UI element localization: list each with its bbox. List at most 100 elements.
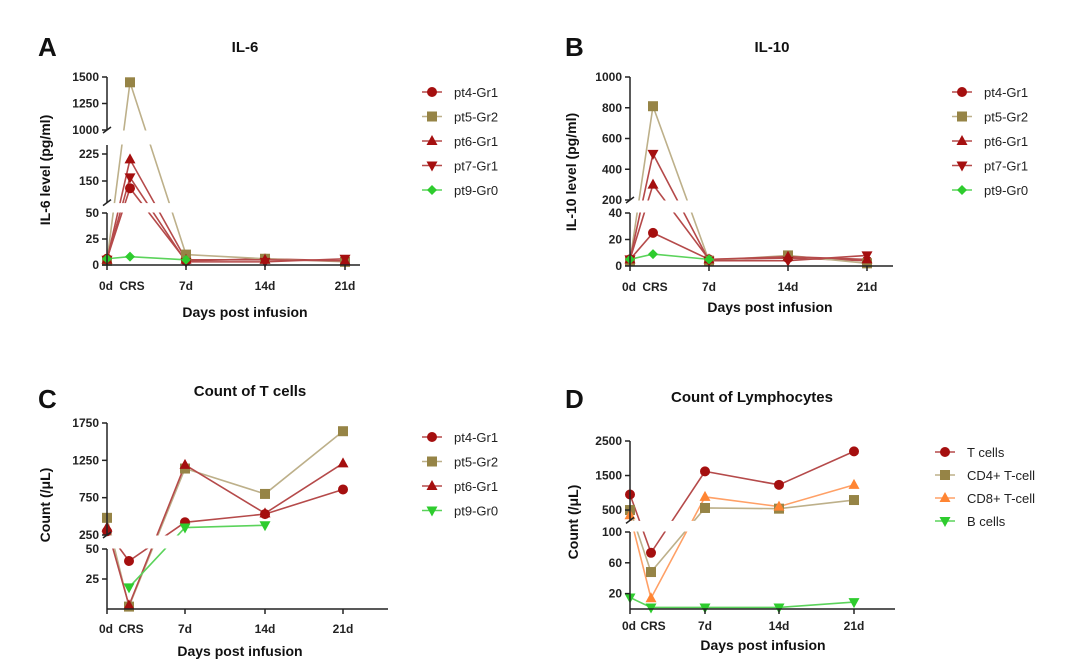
series-line [629, 596, 855, 609]
series-line [629, 182, 868, 261]
x-tick-label: 14d [255, 622, 276, 636]
series-line [106, 255, 187, 261]
data-point [648, 227, 658, 238]
y-tick-label: 100 [602, 525, 622, 539]
legend-label: pt7-Gr1 [984, 159, 1028, 174]
x-tick-label: CRS [642, 280, 667, 294]
x-tick-label: 7d [179, 279, 193, 293]
series-line [106, 175, 346, 263]
legend-label: CD4+ T-cell [967, 468, 1035, 483]
data-point [646, 547, 656, 558]
x-tick-label: 21d [844, 619, 865, 633]
data-point [259, 257, 271, 268]
data-point [647, 149, 659, 160]
x-tick-label: 0d [622, 280, 636, 294]
legend-marker [957, 111, 967, 122]
series-line [629, 484, 855, 601]
legend-marker [940, 447, 950, 457]
legend-label: pt6-Gr1 [454, 134, 498, 149]
y-tick-label: 500 [602, 503, 622, 517]
data-point [647, 178, 659, 189]
y-tick-label: 1000 [72, 123, 99, 137]
data-point [648, 101, 658, 112]
x-tick-label: CRS [119, 279, 144, 293]
y-tick-label: 50 [86, 206, 100, 220]
panel-a: A IL-6 Days post infusion IL-6 level (pg/ml… [37, 32, 498, 320]
x-axis-label: Days post infusion [707, 299, 832, 315]
data-point [260, 488, 270, 499]
legend-label: pt5-Gr2 [454, 110, 498, 125]
data-point [125, 183, 135, 194]
x-tick-label: 7d [698, 619, 712, 633]
legend-marker [426, 480, 438, 490]
legend-marker [939, 492, 951, 502]
legend-marker [957, 185, 967, 195]
panel-c: C Count of T cells Days post infusion Count… [37, 383, 498, 659]
x-tick-label: 14d [769, 619, 790, 633]
data-point [179, 523, 191, 534]
y-tick-label: 250 [79, 528, 99, 542]
panel-letter: C [38, 384, 57, 414]
data-point [849, 446, 859, 457]
data-point [339, 254, 351, 265]
legend-marker [427, 432, 437, 442]
panel-letter: D [565, 384, 584, 414]
x-tick-label: 0d [99, 622, 113, 636]
y-tick-label: 400 [602, 162, 622, 176]
y-tick-label: 1750 [72, 416, 99, 430]
legend: T cells CD4+ T-cell CD8+ T-cell B cells [935, 445, 1035, 529]
y-tick-label: 200 [602, 193, 622, 207]
data-point [648, 249, 658, 260]
series-line [106, 82, 346, 263]
legend: pt4-Gr1 pt5-Gr2 pt6-Gr1 pt9-Gr0 [422, 430, 498, 519]
y-tick-label: 40 [609, 206, 623, 220]
chart-title: IL-6 [232, 39, 259, 56]
data-point [700, 502, 710, 513]
series-line [629, 499, 855, 574]
legend-marker [426, 161, 438, 172]
axis-break-gap [101, 535, 390, 549]
x-tick-label: CRS [640, 619, 665, 633]
chart-title: Count of Lymphocytes [671, 389, 833, 406]
data-point [125, 251, 135, 262]
series-line [629, 253, 710, 261]
data-point [124, 173, 136, 184]
data-point [259, 507, 271, 518]
legend-label: pt4-Gr1 [454, 430, 498, 445]
panel-d: D Count of Lymphocytes Days post infusion C… [565, 384, 1035, 653]
axis-break-gap [101, 203, 362, 213]
legend-marker [427, 456, 437, 467]
y-tick-label: 25 [86, 572, 100, 586]
legend-label: pt9-Gr0 [454, 504, 498, 519]
y-tick-label: 1250 [72, 97, 99, 111]
data-point [849, 495, 859, 506]
series-line [106, 186, 346, 262]
data-point [646, 567, 656, 578]
legend-label: pt4-Gr1 [454, 85, 498, 100]
data-point [645, 592, 657, 603]
y-axis-label: IL-6 level (pg/ml) [37, 115, 53, 225]
x-tick-label: 7d [178, 622, 192, 636]
y-tick-label: 1000 [595, 70, 622, 84]
series-line [106, 462, 344, 608]
y-axis-label: IL-10 level (pg/ml) [563, 113, 579, 231]
x-tick-label: CRS [118, 622, 143, 636]
legend-marker [940, 470, 950, 480]
x-tick-label: 7d [702, 280, 716, 294]
legend-label: T cells [967, 445, 1005, 460]
y-tick-label: 50 [86, 542, 100, 556]
legend-marker [939, 517, 951, 527]
data-point [782, 256, 794, 267]
y-tick-label: 25 [86, 232, 100, 246]
data-point [773, 500, 785, 511]
data-point [704, 254, 714, 265]
data-point [124, 153, 136, 164]
data-point [124, 556, 134, 566]
series-line [629, 231, 868, 262]
x-tick-label: 21d [857, 280, 878, 294]
x-tick-label: 0d [99, 279, 113, 293]
data-point [259, 521, 271, 532]
legend-label: pt6-Gr1 [454, 479, 498, 494]
x-axis-label: Days post infusion [177, 643, 302, 659]
